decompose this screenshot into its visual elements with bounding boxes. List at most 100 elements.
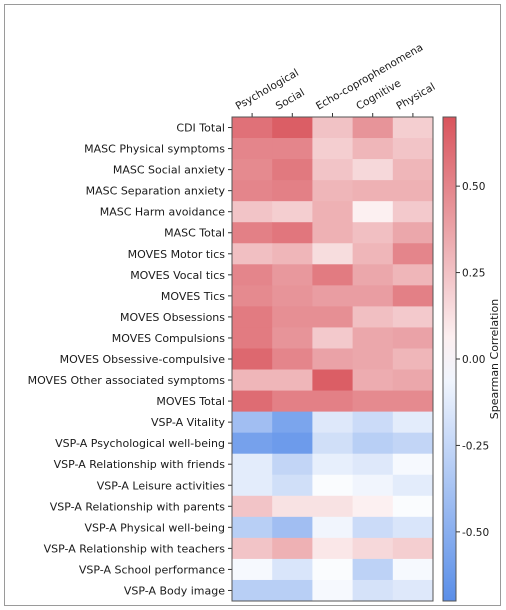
heatmap-cell [392, 432, 434, 455]
heatmap-cell [272, 117, 313, 139]
plot-border [231, 116, 434, 602]
row-label: MOVES Tics [161, 290, 225, 303]
heatmap-cell [392, 411, 434, 434]
heatmap-cell [312, 159, 353, 181]
heatmap-cell [312, 537, 353, 560]
heatmap-cell [312, 369, 353, 391]
heatmap-cell [272, 474, 313, 497]
colorbar: 0.50 0.25 0.00 -0.25 -0.50 [442, 116, 489, 602]
row-label: MASC Social anxiety [113, 164, 226, 177]
heatmap-cell [352, 432, 394, 455]
heatmap-cell [272, 201, 313, 223]
heatmap-cell [272, 264, 313, 286]
heatmap-cell [312, 117, 353, 139]
heatmap-cell [312, 201, 353, 223]
row-label: VSP-A Psychological well-being [55, 437, 225, 450]
heatmap-cell [272, 327, 313, 349]
heatmap-cell [392, 495, 434, 518]
heatmap-cell [312, 222, 353, 244]
heatmap-cell [312, 285, 353, 307]
heatmap-cell [392, 369, 434, 391]
heatmap-cell [352, 453, 394, 476]
row-label: VSP-A Vitality [151, 416, 225, 429]
colorbar-scale [442, 116, 457, 602]
heatmap-cell [232, 537, 273, 560]
row-label: MOVES Total [156, 395, 225, 408]
heatmap-cell [312, 138, 353, 160]
heatmap-cell [272, 243, 313, 265]
heatmap-cell [232, 558, 273, 581]
colorbar-tick-label: 0.00 [462, 354, 485, 366]
colorbar-tick-label: 0.25 [462, 268, 485, 280]
heatmap-cell [352, 474, 394, 497]
heatmap-cell [272, 495, 313, 518]
row-label: MOVES Compulsions [112, 332, 226, 345]
row-label: VSP-A Body image [124, 584, 225, 597]
heatmap-cell [352, 558, 394, 581]
heatmap-cell [312, 495, 353, 518]
row-label: MASC Physical symptoms [84, 143, 225, 156]
heatmap-cell [352, 411, 394, 434]
heatmap-cell [312, 243, 353, 265]
row-label: VSP-A Leisure activities [97, 479, 226, 492]
heatmap-cell [312, 516, 353, 539]
heatmap-cell [392, 138, 434, 160]
heatmap-cell [272, 159, 313, 181]
heatmap-cell [392, 537, 434, 560]
heatmap-cell [392, 264, 434, 286]
heatmap-cell [232, 495, 273, 518]
row-labels: CDI Total MASC Physical symptoms MASC Soci… [28, 122, 232, 597]
heatmap-cell [272, 516, 313, 539]
heatmap-cell [392, 348, 434, 370]
heatmap-cell [232, 516, 273, 539]
heatmap-cell [272, 558, 313, 581]
heatmap-cell [272, 222, 313, 244]
heatmap-cell [232, 474, 273, 497]
heatmap-cell [312, 453, 353, 476]
heatmap-cell [392, 453, 434, 476]
heatmap-cell [312, 432, 353, 455]
heatmap-cell [392, 243, 434, 265]
row-label: MOVES Obsessions [120, 311, 225, 324]
heatmap-cell [232, 138, 273, 160]
heatmap-cell [232, 411, 273, 434]
heatmap-cell [392, 117, 434, 139]
heatmap-cell [232, 453, 273, 476]
row-label: VSP-A Physical well-being [85, 521, 226, 534]
heatmap-cell [392, 558, 434, 581]
heatmap-cell [312, 264, 353, 286]
heatmap-cell [312, 180, 353, 202]
heatmap-cell [392, 306, 434, 328]
heatmap-cell [232, 264, 273, 286]
heatmap-cell [352, 243, 394, 265]
heatmap-cell [392, 390, 434, 413]
heatmap-cell [232, 432, 273, 455]
row-label: MASC Total [164, 227, 225, 240]
heatmap-cell [272, 453, 313, 476]
heatmap-cell [232, 327, 273, 349]
heatmap-cell [352, 264, 394, 286]
heatmap-cell [312, 579, 353, 602]
heatmap-cell [392, 285, 434, 307]
heatmap-cell [232, 369, 273, 391]
heatmap-cell [392, 579, 434, 602]
heatmap-cell [352, 306, 394, 328]
heatmap-cell [352, 159, 394, 181]
heatmap-cell [232, 306, 273, 328]
heatmap-cells [232, 117, 434, 602]
heatmap-cell [272, 411, 313, 434]
heatmap-cell [392, 201, 434, 223]
heatmap-cell [312, 327, 353, 349]
heatmap-cell [352, 579, 394, 602]
heatmap-cell [392, 180, 434, 202]
row-label: MOVES Other associated symptoms [28, 374, 226, 387]
heatmap-cell [352, 369, 394, 391]
heatmap-cell [352, 516, 394, 539]
heatmap-cell [392, 159, 434, 181]
heatmap-cell [392, 474, 434, 497]
row-label: CDI Total [176, 122, 225, 135]
heatmap-cell [352, 495, 394, 518]
heatmap-cell [352, 285, 394, 307]
